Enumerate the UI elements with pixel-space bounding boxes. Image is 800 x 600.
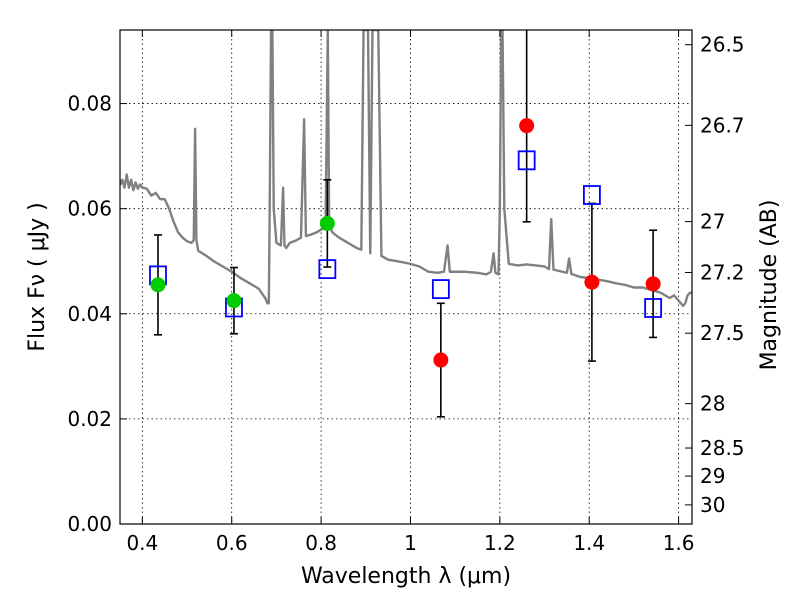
- y-axis-label: Flux Fν ( μJy ): [25, 202, 50, 351]
- red-flux-point: [645, 276, 661, 292]
- model-photometry-box: [431, 279, 450, 299]
- magnitude-tick-label: 29: [700, 464, 725, 488]
- x-tick-label: 0.6: [216, 531, 248, 555]
- y-axis: 0.00 0.02 0.04 0.06 0.08: [67, 92, 127, 536]
- x-tick-label: 1.6: [663, 531, 695, 555]
- model-box-layer: [149, 150, 663, 318]
- plot-background: [120, 30, 692, 524]
- y-tick-label: 0.02: [67, 407, 112, 431]
- model-spectrum-layer: [120, 30, 692, 308]
- y-tick-label: 0.04: [67, 302, 112, 326]
- magnitude-tick-label: 27.5: [700, 321, 745, 345]
- x-tick-label: 1.2: [484, 531, 516, 555]
- model-photometry-box: [644, 298, 663, 318]
- magnitude-tick-label: 26.7: [700, 113, 745, 137]
- magnitude-axis-label: Magnitude (AB): [757, 200, 782, 371]
- magnitude-tick-label: 27.2: [700, 260, 745, 284]
- magnitude-tick-label: 28.5: [700, 436, 745, 460]
- y-tick-label: 0.06: [67, 197, 112, 221]
- x-axis-label: Wavelength λ (μm): [301, 564, 511, 589]
- grid: [120, 30, 692, 524]
- x-tick-label: 1: [404, 531, 417, 555]
- detected-flux-point: [150, 277, 166, 293]
- marker-layer: [150, 118, 661, 368]
- magnitude-tick-label: 27: [700, 210, 725, 234]
- magnitude-tick-label: 26.5: [700, 33, 745, 57]
- model-spectrum-line: [120, 30, 692, 308]
- magnitude-axis: 26.5 26.7 27 27.2 27.5 28 28.5 29 30: [685, 33, 745, 517]
- detected-flux-point: [319, 215, 335, 231]
- magnitude-tick-label: 28: [700, 392, 725, 416]
- model-photometry-box: [318, 259, 337, 280]
- red-flux-point: [519, 118, 535, 134]
- plot-frame: [119, 29, 693, 525]
- x-tick-label: 1.4: [573, 531, 605, 555]
- y-tick-label: 0.00: [67, 512, 112, 536]
- model-photometry-box: [583, 185, 601, 205]
- x-tick-label: 0.4: [126, 531, 158, 555]
- x-tick-label: 0.8: [305, 531, 337, 555]
- magnitude-tick-label: 30: [700, 493, 725, 517]
- y-tick-label: 0.08: [67, 92, 112, 116]
- model-photometry-box: [517, 150, 536, 171]
- red-flux-point: [584, 274, 600, 290]
- red-flux-point: [433, 352, 449, 368]
- x-axis: 0.4 0.6 0.8 1 1.2 1.4 1.6: [126, 30, 695, 555]
- detected-flux-point: [226, 293, 242, 309]
